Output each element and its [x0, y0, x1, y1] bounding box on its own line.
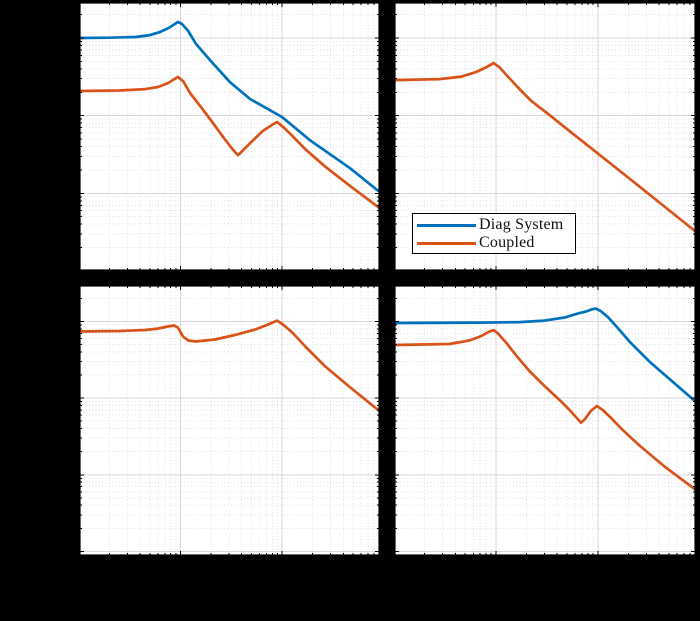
curves — [79, 20, 380, 210]
axes-border — [79, 2, 380, 271]
curve-coupled — [394, 61, 696, 234]
legend-item-coupled: Coupled — [417, 234, 573, 252]
axes-border — [79, 285, 380, 556]
legend-label-coupled: Coupled — [479, 234, 535, 251]
bode-subplot-bottom-right — [394, 285, 696, 556]
curve-coupled — [79, 75, 380, 210]
legend: Diag System Coupled — [412, 213, 576, 254]
legend-line-diag-system — [417, 223, 476, 227]
curves — [79, 319, 380, 413]
bode-subplot-top-left — [79, 2, 380, 271]
curve-diag-system — [79, 20, 380, 194]
curves — [394, 307, 696, 492]
plot-area — [79, 2, 380, 271]
legend-line-coupled — [417, 241, 476, 245]
curve-diag-system — [394, 307, 696, 404]
bode-subplot-bottom-left — [79, 285, 380, 556]
curves — [394, 61, 696, 234]
axes-border — [394, 2, 696, 271]
curve-coupled — [79, 319, 380, 413]
curve-coupled — [394, 328, 696, 492]
grid — [79, 285, 380, 556]
grid — [79, 2, 380, 271]
grid — [394, 2, 696, 271]
axes-border — [394, 285, 696, 556]
legend-item-diag-system: Diag System — [417, 216, 573, 234]
legend-label-diag-system: Diag System — [479, 216, 564, 233]
